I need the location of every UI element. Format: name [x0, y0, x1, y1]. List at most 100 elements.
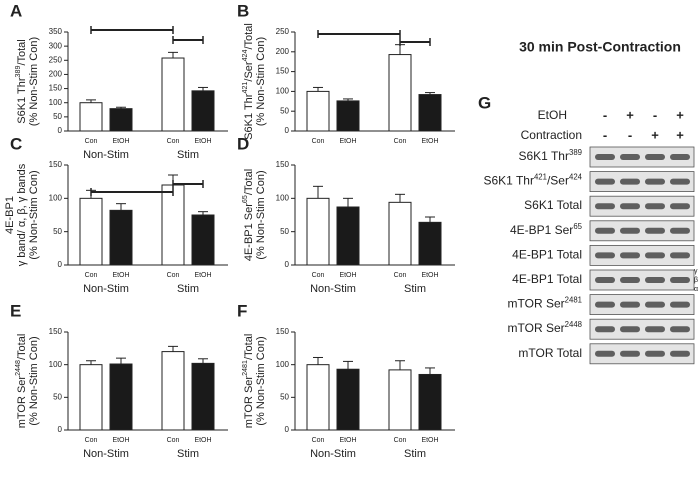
y-tick-label: 150 — [49, 160, 63, 169]
bar-label: Con — [85, 272, 98, 279]
y-tick-label: 0 — [58, 425, 63, 434]
blot-band — [620, 326, 640, 333]
label-part: 4E-BP1 Total — [512, 248, 582, 262]
condition-label: EtOH — [538, 108, 567, 122]
bar — [79, 197, 103, 266]
blot-strip — [589, 318, 695, 340]
superscript: 389 — [569, 148, 582, 157]
y-tick-label: 250 — [276, 27, 290, 36]
y-tick-label: 250 — [49, 55, 63, 64]
label-part: S6K1 Thr — [519, 149, 569, 163]
y-tick-label: 100 — [49, 98, 63, 107]
label-part: (% Non-Stim Con) — [28, 170, 40, 259]
bar-label: EtOH — [112, 437, 129, 444]
blot-band — [645, 178, 665, 185]
superscript: 2481 — [565, 295, 582, 304]
bar — [336, 100, 360, 132]
blot-strip — [589, 146, 695, 168]
superscript: 421 — [534, 172, 547, 181]
y-tick-label: 150 — [49, 327, 63, 336]
blot-strip — [589, 244, 695, 266]
blot-strip — [589, 195, 695, 217]
superscript: 65 — [573, 221, 582, 230]
y-tick-label: 50 — [53, 227, 62, 236]
blot-band — [620, 252, 640, 259]
bar — [161, 57, 185, 132]
label-part: (% Non-Stim Con) — [28, 37, 40, 126]
y-tick-label: 0 — [285, 126, 290, 135]
label-part: mTOR Ser — [508, 321, 565, 335]
label-part: (% Non-Stim Con) — [255, 170, 267, 259]
blot-band — [645, 277, 665, 283]
y-tick-label: 300 — [49, 41, 63, 50]
label-part: /Total — [243, 23, 255, 49]
bar-label: Con — [85, 437, 98, 444]
group-label: Stim — [177, 283, 199, 295]
bar — [191, 362, 215, 431]
label: mTOR Ser2448 — [508, 320, 582, 336]
blot-band — [645, 326, 665, 333]
y-tick-label: 50 — [280, 392, 289, 401]
condition-sign: - — [628, 127, 632, 142]
bar-label: EtOH — [421, 272, 438, 279]
panel-letter: B — [237, 1, 249, 20]
label-part: mTOR Ser — [243, 376, 255, 429]
bar-label: Con — [312, 272, 325, 279]
label: 4E-BP1 Ser65 — [510, 221, 583, 237]
panel-letter: A — [10, 1, 22, 20]
blot-band — [670, 154, 690, 160]
group-label: Non-Stim — [83, 149, 129, 161]
blot-band — [670, 178, 690, 185]
condition-sign: + — [676, 107, 684, 122]
bar — [418, 94, 442, 132]
group-label: Non-Stim — [310, 448, 356, 460]
isoform-label: β — [694, 277, 698, 284]
bar — [336, 368, 360, 431]
label: S6K1 Thr421/Ser424/Total — [241, 23, 255, 140]
blot-band — [620, 227, 640, 234]
bar-label: Con — [167, 138, 180, 145]
blot-band — [670, 277, 690, 283]
label-part: mTOR Ser — [16, 376, 28, 429]
label: S6K1 Thr421/Ser424 — [483, 172, 582, 188]
condition-sign: - — [603, 127, 607, 142]
bar — [79, 102, 103, 132]
bar-label: EtOH — [339, 437, 356, 444]
label-part: S6K1 Thr — [243, 93, 255, 140]
label: 4E-BP1 Ser65/Total — [241, 169, 255, 261]
blot-band — [645, 301, 665, 308]
condition-sign: + — [626, 107, 634, 122]
label: S6K1 Total — [524, 198, 582, 212]
blot-band — [670, 227, 690, 234]
y-tick-label: 200 — [276, 47, 290, 56]
condition-sign: + — [676, 127, 684, 142]
blot-strip — [589, 269, 695, 291]
label-part: (% Non-Stim Con) — [28, 336, 40, 425]
superscript: 2448 — [14, 360, 22, 376]
label-part: /Ser — [547, 174, 569, 188]
blot-band — [620, 277, 640, 283]
label: S6K1 Thr389/Total — [14, 39, 28, 124]
bar — [418, 373, 442, 431]
label: mTOR Total — [518, 346, 582, 360]
isoform-label: γ — [694, 268, 698, 275]
bar — [388, 369, 412, 431]
bar — [306, 364, 330, 431]
blot-band — [620, 350, 640, 357]
label-part: /Total — [16, 39, 28, 65]
condition-sign: + — [651, 127, 659, 142]
blot-band — [645, 350, 665, 357]
bar — [109, 209, 133, 266]
y-tick-label: 0 — [58, 126, 63, 135]
blot-band — [595, 178, 615, 185]
bar-label: EtOH — [194, 138, 211, 145]
label-part: mTOR Ser — [508, 297, 565, 311]
label-part: S6K1 Total — [524, 198, 582, 212]
bar-label: Con — [167, 437, 180, 444]
superscript: 2448 — [565, 320, 582, 329]
superscript: 2481 — [241, 360, 249, 376]
label-part: 4E-BP1 Ser — [510, 223, 573, 237]
blot-band — [645, 252, 665, 259]
y-tick-label: 150 — [276, 327, 290, 336]
